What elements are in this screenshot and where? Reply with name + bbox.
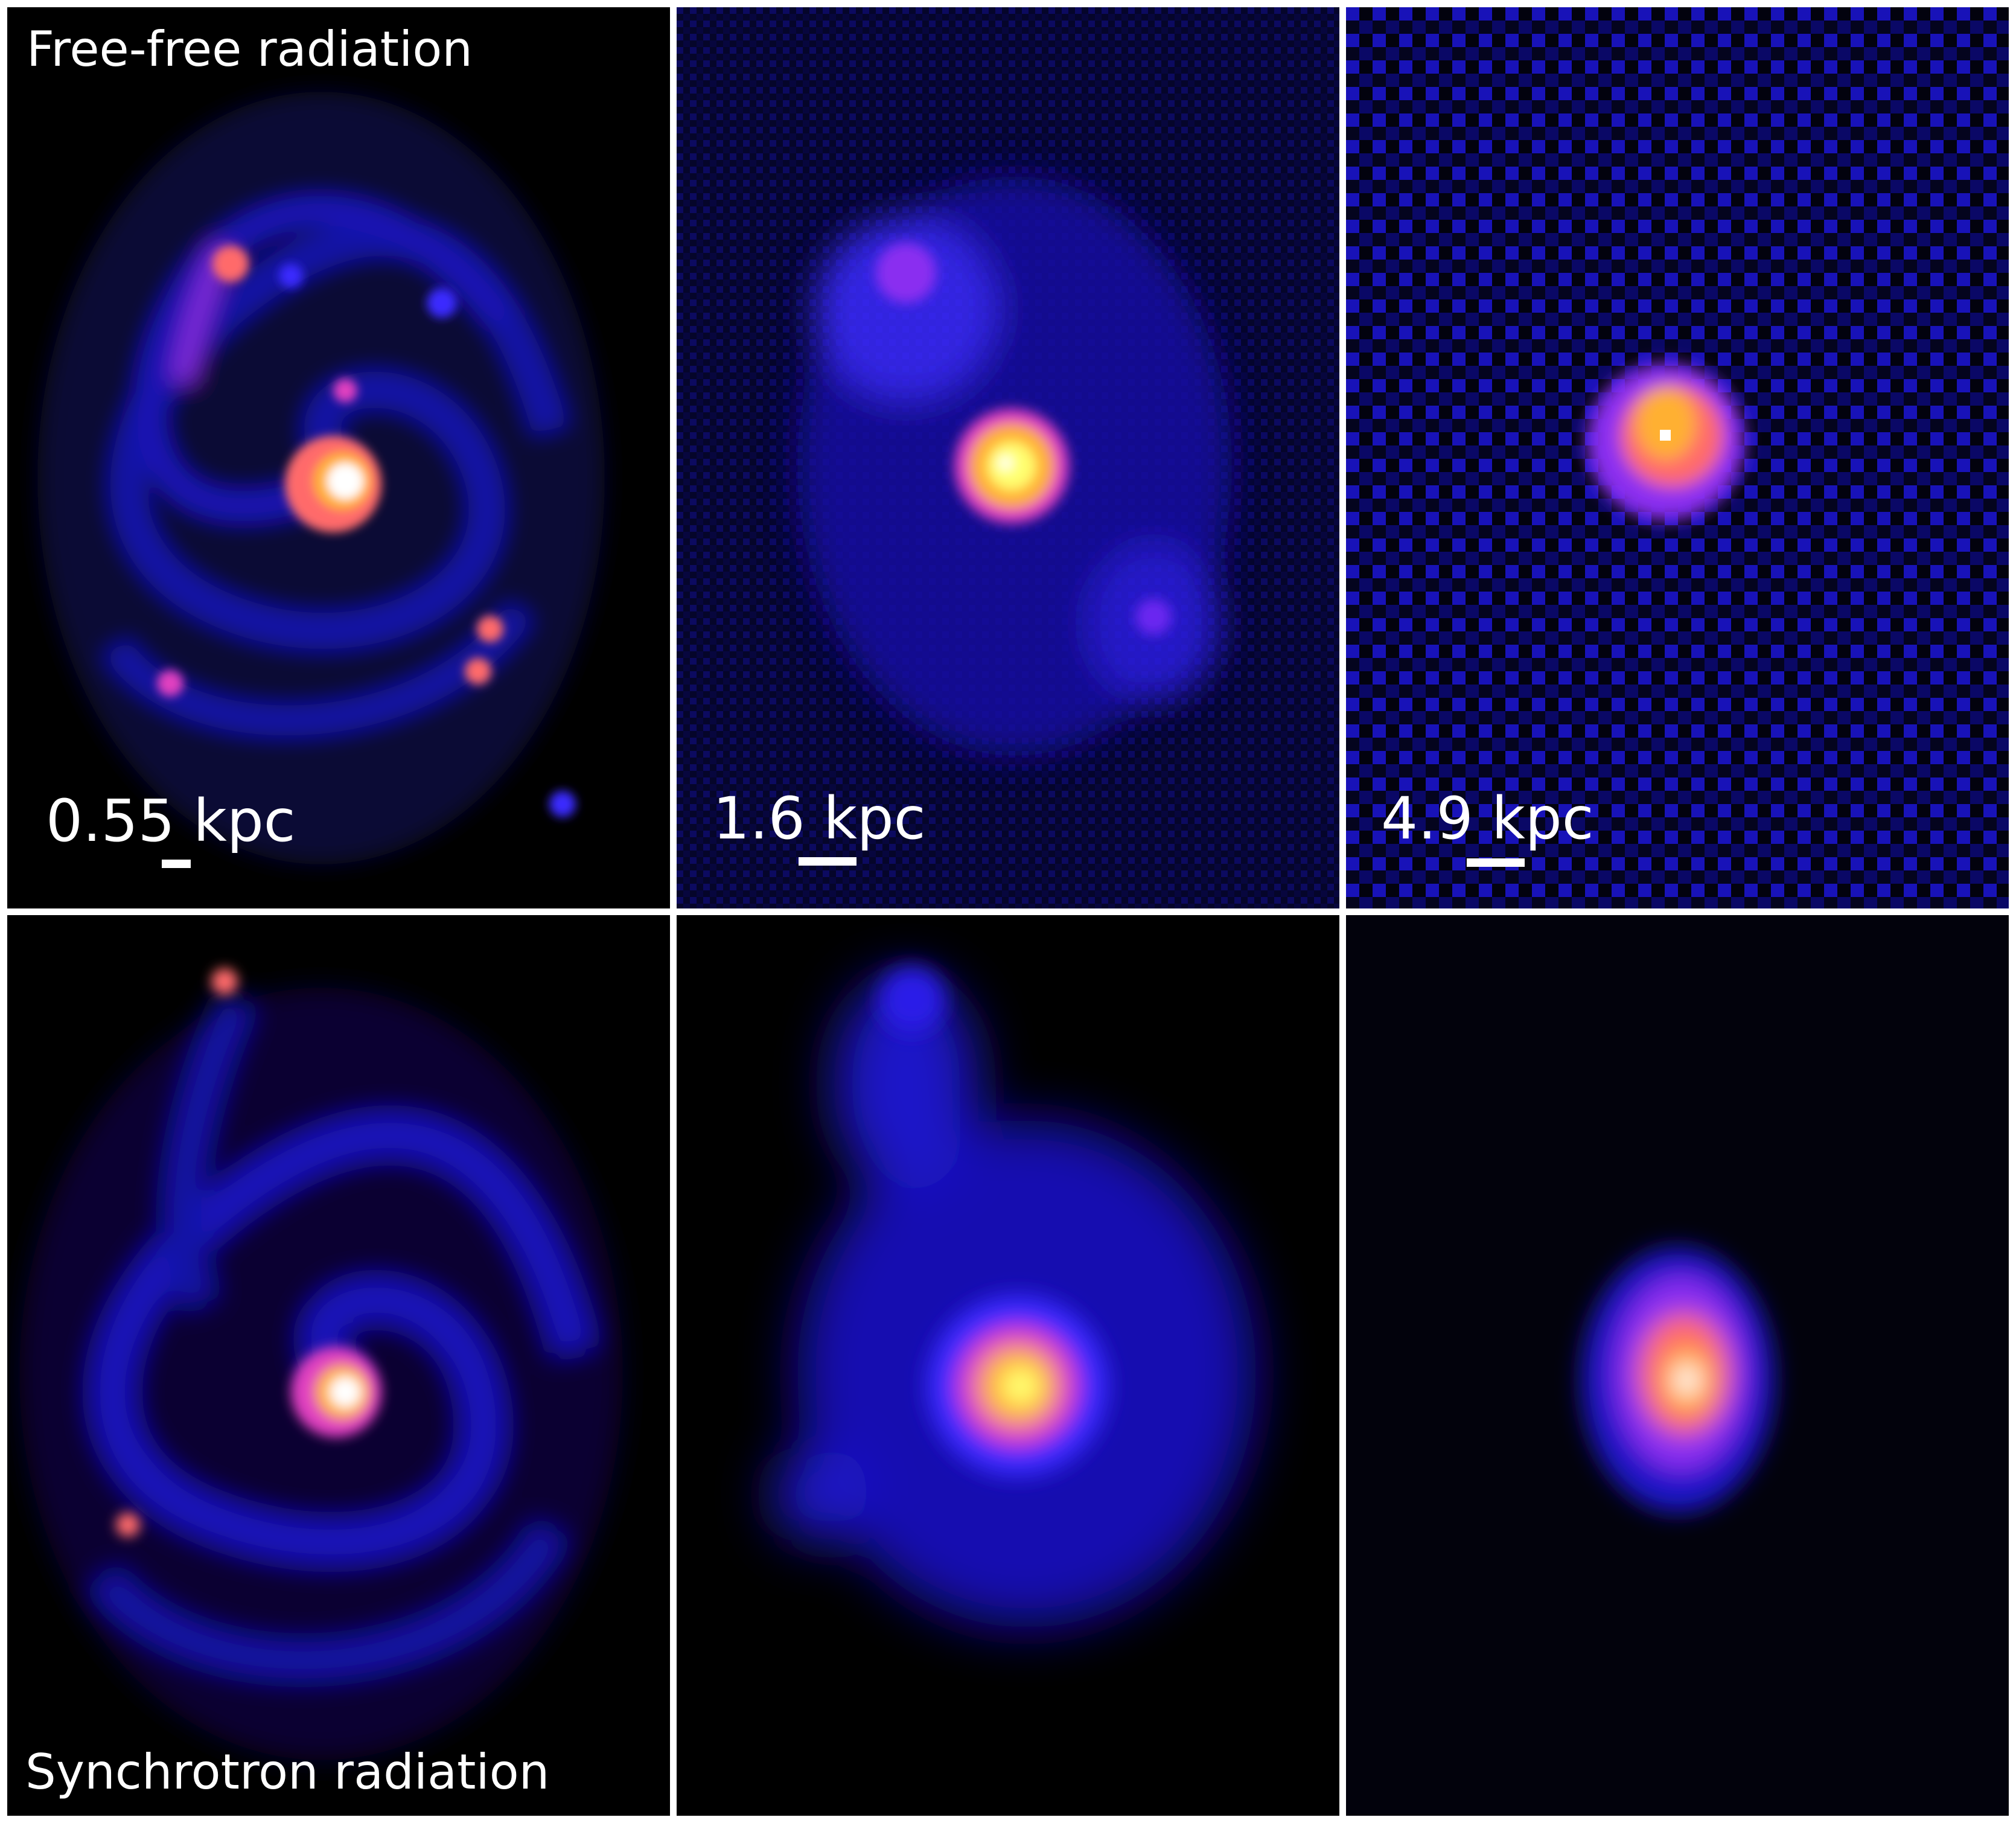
panel-freefree-49kpc: 4.9 kpc [1346,7,2009,908]
panel-freefree-055kpc: Free-free radiation 0.55 kpc [7,7,670,908]
panel-freefree-16kpc: 1.6 kpc [677,7,1339,908]
scale-bar-055 [162,860,191,868]
galaxy-image-freefree-49 [1346,7,2009,908]
scale-bar-49 [1467,858,1525,867]
galaxy-image-freefree-16 [677,7,1339,908]
scale-bar-label-16: 1.6 kpc [713,785,926,852]
panel-synchrotron-055kpc: Synchrotron radiation [7,915,670,1816]
galaxy-image-synchrotron-49 [1346,915,2009,1816]
bottom-row-title: Synchrotron radiation [25,1744,550,1800]
scale-bar-16 [799,857,856,866]
panel-synchrotron-16kpc [677,915,1339,1816]
scale-bar-label-49: 4.9 kpc [1381,785,1594,852]
top-row-title: Free-free radiation [27,21,473,77]
galaxy-image-synchrotron-055 [19,968,623,1760]
core-pixel [1660,430,1671,441]
galaxy-image-freefree-055 [37,92,605,864]
scale-bar-label-055: 0.55 kpc [46,787,296,855]
panel-synchrotron-49kpc [1346,915,2009,1816]
galaxy-image-synchrotron-16 [773,966,1256,1627]
